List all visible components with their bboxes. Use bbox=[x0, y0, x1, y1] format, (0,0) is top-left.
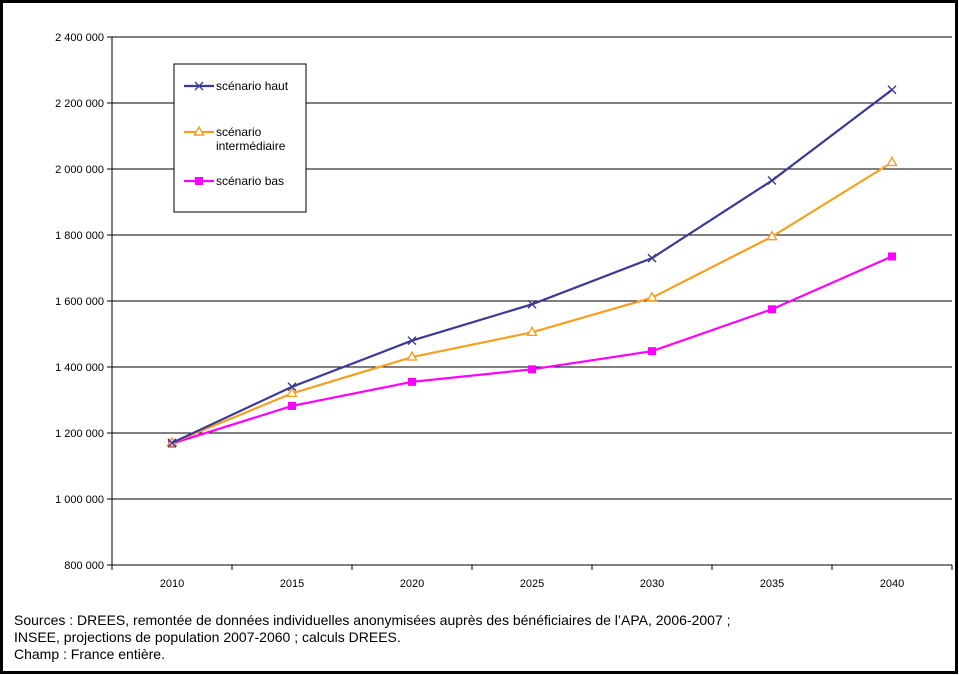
y-tick-label: 1 800 000 bbox=[55, 230, 104, 242]
legend-marker bbox=[193, 125, 205, 136]
data-point bbox=[886, 155, 898, 167]
legend-label: scénario bas bbox=[216, 174, 284, 188]
data-point bbox=[767, 176, 777, 186]
data-point bbox=[648, 347, 656, 356]
data-point bbox=[647, 253, 657, 263]
data-point bbox=[407, 336, 417, 346]
data-point bbox=[287, 382, 297, 392]
y-tick-label: 800 000 bbox=[64, 560, 104, 572]
data-point bbox=[406, 350, 418, 361]
champ-line: Champ : France entière. bbox=[14, 646, 165, 662]
x-tick-label: 2025 bbox=[520, 578, 544, 590]
data-point bbox=[167, 438, 177, 448]
y-tick-label: 2 000 000 bbox=[55, 164, 104, 176]
x-tick-label: 2020 bbox=[400, 578, 424, 590]
legend-label: scénario haut bbox=[216, 79, 289, 93]
x-tick-label: 2015 bbox=[280, 578, 304, 590]
y-tick-label: 1 000 000 bbox=[55, 494, 104, 506]
sources-note: Sources : DREES, remontée de données ind… bbox=[14, 612, 944, 663]
x-tick-label: 2030 bbox=[640, 578, 664, 590]
data-point bbox=[768, 305, 776, 314]
legend-marker bbox=[195, 177, 203, 185]
data-point bbox=[528, 365, 536, 374]
legend-marker bbox=[194, 81, 204, 91]
data-point bbox=[527, 299, 537, 309]
data-point bbox=[286, 386, 298, 398]
data-point bbox=[526, 325, 538, 337]
y-tick-label: 1 600 000 bbox=[55, 296, 104, 308]
data-point bbox=[646, 291, 658, 302]
y-tick-label: 2 200 000 bbox=[55, 98, 104, 110]
sources-line-2: INSEE, projections de population 2007-20… bbox=[14, 629, 401, 645]
data-point bbox=[288, 401, 296, 410]
data-point bbox=[766, 230, 778, 241]
data-point bbox=[887, 85, 897, 95]
y-tick-label: 1 400 000 bbox=[55, 362, 104, 374]
x-tick-label: 2035 bbox=[760, 578, 784, 590]
x-tick-label: 2010 bbox=[160, 578, 184, 590]
legend-label: intermédiaire bbox=[216, 139, 286, 153]
data-point bbox=[408, 377, 416, 386]
y-tick-label: 1 200 000 bbox=[55, 428, 104, 440]
x-tick-label: 2040 bbox=[880, 578, 904, 590]
data-point bbox=[888, 252, 896, 261]
y-tick-label: 2 400 000 bbox=[55, 32, 104, 44]
sources-line-1: Sources : DREES, remontée de données ind… bbox=[14, 612, 731, 628]
series-line bbox=[171, 255, 893, 445]
legend-label: scénario bbox=[216, 125, 262, 139]
